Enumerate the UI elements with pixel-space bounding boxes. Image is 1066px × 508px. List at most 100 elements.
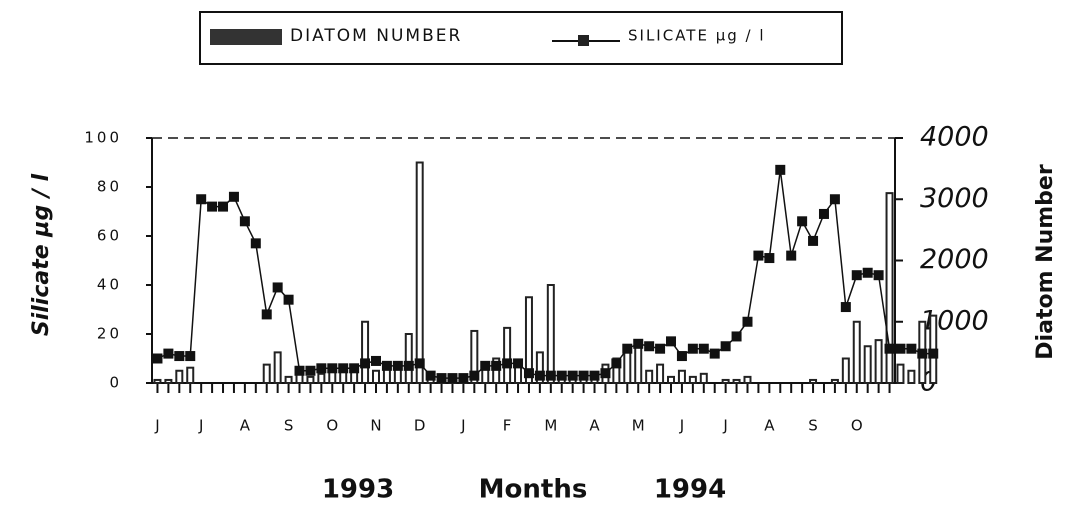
marker (207, 201, 218, 212)
marker (600, 368, 611, 379)
x-tick-label: M (544, 417, 557, 435)
marker (808, 235, 819, 246)
marker (764, 253, 775, 264)
marker (775, 164, 786, 175)
annotation: 1993 (322, 475, 394, 505)
bar (874, 339, 883, 384)
marker (928, 348, 939, 359)
marker (829, 194, 840, 205)
bar (732, 378, 741, 384)
x-tick-label: D (414, 417, 426, 435)
marker (578, 370, 589, 381)
marker (185, 351, 196, 362)
marker (381, 360, 392, 371)
marker (611, 358, 622, 369)
annotation: 1994 (654, 475, 726, 505)
bar (371, 369, 380, 384)
marker (818, 208, 829, 219)
marker (370, 355, 381, 366)
x-tick-label: J (679, 417, 684, 435)
y2-tick-label: 3000 (920, 183, 989, 214)
x-tick-label: A (589, 417, 600, 435)
bar (623, 351, 632, 384)
bar (535, 351, 544, 384)
marker (523, 368, 534, 379)
marker (349, 363, 360, 374)
marker (228, 191, 239, 202)
bar (809, 378, 818, 384)
marker (327, 363, 338, 374)
bar (262, 363, 271, 384)
bar (667, 375, 676, 384)
legend-swatch-bar (210, 29, 282, 45)
x-tick-label: F (503, 417, 512, 435)
marker (862, 267, 873, 278)
y2-tick-label: 4000 (920, 122, 989, 153)
bar (634, 345, 643, 384)
x-tick-label: J (460, 417, 465, 435)
y2-tick-label: 2000 (920, 244, 989, 275)
marker (316, 363, 327, 374)
y2-axis-title: Diatom Number (1033, 164, 1058, 360)
marker (447, 373, 458, 384)
marker (622, 343, 633, 354)
marker (917, 348, 928, 359)
legend-label: DIATOM NUMBER (290, 26, 462, 46)
bar (656, 363, 665, 384)
marker (709, 348, 720, 359)
bar (284, 375, 293, 384)
y-tick-label: 80 (97, 178, 122, 196)
bar (907, 369, 916, 384)
marker (786, 250, 797, 261)
marker (687, 343, 698, 354)
marker (250, 238, 261, 249)
marker (655, 343, 666, 354)
bar (546, 284, 555, 384)
marker (338, 363, 349, 374)
bar (153, 378, 162, 384)
bar (852, 320, 861, 384)
marker (458, 373, 469, 384)
marker (436, 373, 447, 384)
x-tick-label: J (198, 417, 203, 435)
marker (698, 343, 709, 354)
bar (164, 378, 173, 384)
bar (317, 372, 326, 384)
marker (545, 370, 556, 381)
marker (666, 336, 677, 347)
marker (884, 343, 895, 354)
x-tick-label: O (851, 417, 863, 435)
marker (392, 360, 403, 371)
y-axis-title: Silicate µg / l (29, 173, 54, 336)
x-tick-label: O (326, 417, 338, 435)
bar (306, 375, 315, 384)
marker (218, 201, 229, 212)
marker (294, 365, 305, 376)
marker (261, 309, 272, 320)
y-tick-label: 20 (97, 325, 122, 343)
bar (273, 351, 282, 384)
marker (534, 370, 545, 381)
marker (239, 216, 250, 227)
bar (830, 378, 839, 384)
bar (175, 369, 184, 384)
marker (305, 365, 316, 376)
legend-label: SILICATE µg / l (628, 27, 766, 45)
bar (896, 363, 905, 384)
marker (567, 370, 578, 381)
marker (873, 270, 884, 281)
marker (720, 341, 731, 352)
bar (743, 375, 752, 384)
marker (480, 360, 491, 371)
marker (895, 343, 906, 354)
marker (797, 216, 808, 227)
bar (524, 296, 533, 384)
marker (753, 250, 764, 261)
x-tick-label: S (808, 417, 818, 435)
y-tick-label: 100 (84, 129, 122, 147)
marker (633, 338, 644, 349)
marker (163, 348, 174, 359)
x-tick-label: S (284, 417, 294, 435)
marker (425, 370, 436, 381)
